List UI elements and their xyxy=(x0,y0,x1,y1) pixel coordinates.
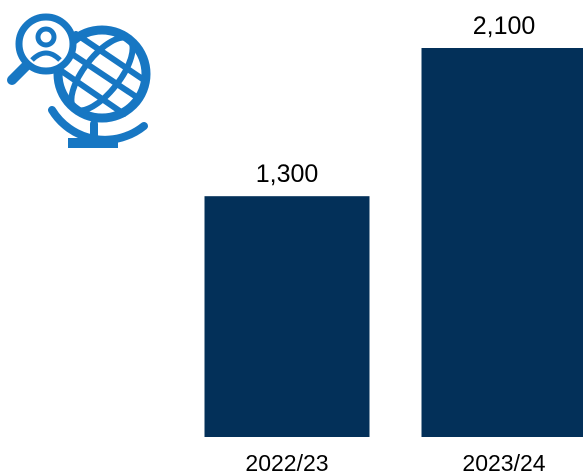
data-label-2023-24: 2,100 xyxy=(473,12,536,40)
data-label-2022-23: 1,300 xyxy=(256,160,319,188)
x-tick-label-2022-23: 2022/23 xyxy=(245,450,328,476)
globe-base xyxy=(68,138,118,148)
x-tick-label-2023-24: 2023/24 xyxy=(462,450,545,476)
bar-2022-23 xyxy=(204,196,370,437)
bar-2023-24 xyxy=(421,48,583,437)
magnifier-icon xyxy=(7,13,77,85)
globe-search-icon xyxy=(7,13,151,148)
